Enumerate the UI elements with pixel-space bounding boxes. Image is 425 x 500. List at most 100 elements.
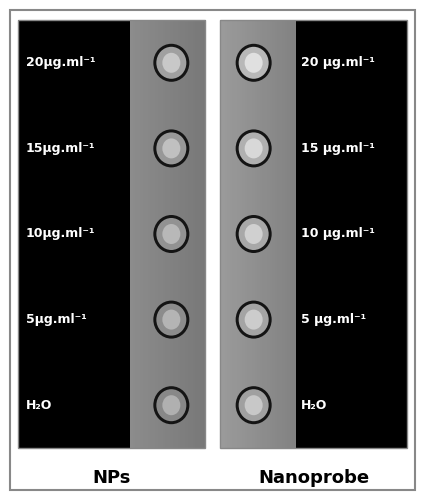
Text: 20μg.ml⁻¹: 20μg.ml⁻¹ <box>26 56 96 70</box>
Ellipse shape <box>239 218 269 250</box>
Ellipse shape <box>162 224 180 244</box>
Ellipse shape <box>245 310 263 330</box>
Bar <box>138 20 141 448</box>
Bar <box>140 20 144 448</box>
Text: 15 μg.ml⁻¹: 15 μg.ml⁻¹ <box>301 142 375 155</box>
Ellipse shape <box>153 44 190 82</box>
Bar <box>225 20 229 448</box>
Text: 20 μg.ml⁻¹: 20 μg.ml⁻¹ <box>301 56 375 70</box>
Bar <box>173 20 176 448</box>
Bar <box>195 20 198 448</box>
Bar <box>220 20 407 448</box>
Bar <box>278 20 281 448</box>
Text: 5 μg.ml⁻¹: 5 μg.ml⁻¹ <box>301 313 366 326</box>
Ellipse shape <box>156 218 186 250</box>
Bar <box>147 20 151 448</box>
Ellipse shape <box>156 47 186 79</box>
Bar <box>193 20 196 448</box>
Text: H₂O: H₂O <box>26 398 52 411</box>
Bar <box>255 20 258 448</box>
Bar <box>165 20 169 448</box>
Bar <box>220 20 224 448</box>
Ellipse shape <box>153 130 190 168</box>
Bar <box>280 20 283 448</box>
Ellipse shape <box>162 395 180 415</box>
Ellipse shape <box>245 395 263 415</box>
Bar <box>155 20 159 448</box>
Bar <box>265 20 268 448</box>
Bar <box>202 20 206 448</box>
Bar <box>183 20 186 448</box>
Bar <box>247 20 251 448</box>
Bar <box>198 20 201 448</box>
Bar <box>170 20 173 448</box>
Ellipse shape <box>239 304 269 336</box>
Ellipse shape <box>153 386 190 424</box>
Bar <box>133 20 136 448</box>
Bar <box>258 20 261 448</box>
Bar <box>175 20 178 448</box>
Bar <box>232 20 236 448</box>
Ellipse shape <box>245 224 263 244</box>
Bar <box>158 20 161 448</box>
Bar <box>282 20 286 448</box>
Ellipse shape <box>239 389 269 421</box>
Bar <box>200 20 204 448</box>
Bar <box>250 20 253 448</box>
Bar <box>262 20 266 448</box>
Bar <box>230 20 233 448</box>
Ellipse shape <box>153 300 190 339</box>
Bar <box>150 20 154 448</box>
Text: 10μg.ml⁻¹: 10μg.ml⁻¹ <box>26 228 96 240</box>
Bar <box>145 20 149 448</box>
Ellipse shape <box>235 44 272 82</box>
Bar <box>18 20 205 448</box>
Bar <box>285 20 288 448</box>
Bar <box>292 20 296 448</box>
Text: H₂O: H₂O <box>301 398 327 411</box>
Bar <box>260 20 264 448</box>
Ellipse shape <box>235 300 272 339</box>
Bar <box>240 20 244 448</box>
Bar <box>190 20 193 448</box>
Bar <box>143 20 146 448</box>
Bar <box>135 20 139 448</box>
Bar <box>272 20 276 448</box>
Bar <box>163 20 166 448</box>
Ellipse shape <box>245 138 263 158</box>
Bar <box>242 20 246 448</box>
Bar <box>275 20 278 448</box>
Ellipse shape <box>245 53 263 73</box>
Ellipse shape <box>156 389 186 421</box>
Bar <box>245 20 249 448</box>
Bar <box>270 20 273 448</box>
Ellipse shape <box>162 310 180 330</box>
Bar <box>235 20 238 448</box>
Text: NPs: NPs <box>92 469 131 487</box>
Bar <box>18 20 205 448</box>
Ellipse shape <box>162 53 180 73</box>
Bar <box>220 20 407 448</box>
Ellipse shape <box>156 132 186 164</box>
Bar <box>187 20 191 448</box>
Ellipse shape <box>153 215 190 253</box>
Bar <box>178 20 181 448</box>
Bar <box>238 20 241 448</box>
Ellipse shape <box>239 47 269 79</box>
Bar <box>290 20 293 448</box>
Bar <box>160 20 164 448</box>
Ellipse shape <box>239 132 269 164</box>
Bar <box>252 20 256 448</box>
Ellipse shape <box>156 304 186 336</box>
Bar <box>185 20 189 448</box>
Text: 15μg.ml⁻¹: 15μg.ml⁻¹ <box>26 142 96 155</box>
Bar <box>223 20 226 448</box>
Bar <box>287 20 291 448</box>
Bar <box>227 20 231 448</box>
Bar <box>180 20 184 448</box>
Ellipse shape <box>162 138 180 158</box>
Bar <box>153 20 156 448</box>
Text: Nanoprobe: Nanoprobe <box>258 469 369 487</box>
Text: 10 μg.ml⁻¹: 10 μg.ml⁻¹ <box>301 228 375 240</box>
Ellipse shape <box>235 386 272 424</box>
